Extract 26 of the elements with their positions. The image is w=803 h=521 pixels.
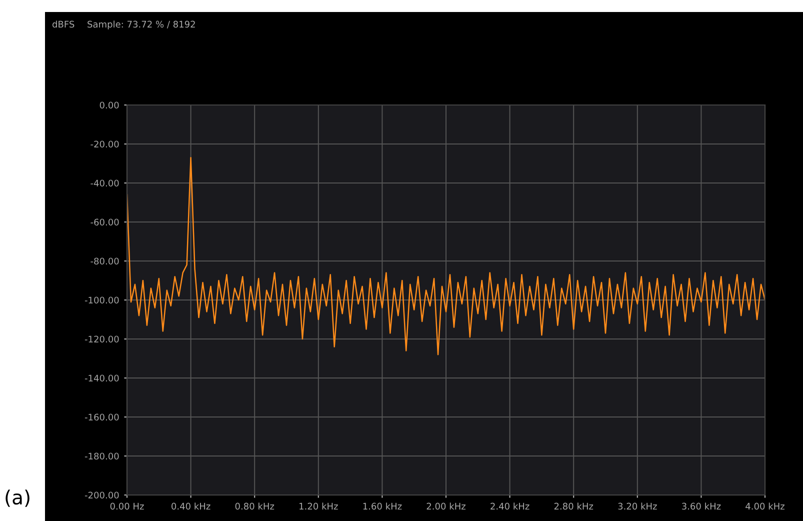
- y-tick-label: -80.00: [90, 258, 119, 265]
- x-tick-label: 3.60 kHz: [682, 502, 721, 510]
- line-series: [127, 157, 765, 356]
- x-tick-label: 3.20 kHz: [618, 502, 657, 510]
- y-tick-label: -200.00: [84, 492, 119, 499]
- text: dBFS: [52, 20, 74, 28]
- x-tick-label: 0.40 kHz: [172, 502, 210, 510]
- x-tick-label: 0.00 Hz: [110, 502, 144, 510]
- y-tick-label: -40.00: [90, 180, 119, 187]
- y-tick-label: -180.00: [84, 452, 119, 460]
- y-tick-label: -60.00: [90, 218, 119, 226]
- y-tick-label: -100.00: [84, 296, 119, 304]
- y-tick-label: -20.00: [90, 140, 119, 148]
- x-tick-label: 2.40 kHz: [490, 502, 530, 510]
- y-tick-label: -120.00: [84, 336, 119, 343]
- text: (a): [6, 490, 30, 507]
- y-tick-label: -160.00: [84, 414, 119, 421]
- chart-title: Sample: 73.72 % / 8192: [88, 20, 195, 30]
- x-tick-label: 1.60 kHz: [363, 502, 402, 510]
- x-tick-label: 1.20 kHz: [300, 502, 338, 510]
- x-tick-label: 2.80 kHz: [554, 502, 594, 510]
- y-tick-label: 0.00: [100, 102, 119, 109]
- x-tick-label: 4.00 kHz: [746, 502, 784, 510]
- y-tick-label: -140.00: [84, 374, 119, 382]
- x-tick-label: 0.80 kHz: [235, 502, 274, 510]
- x-tick-label: 2.00 kHz: [426, 502, 466, 510]
